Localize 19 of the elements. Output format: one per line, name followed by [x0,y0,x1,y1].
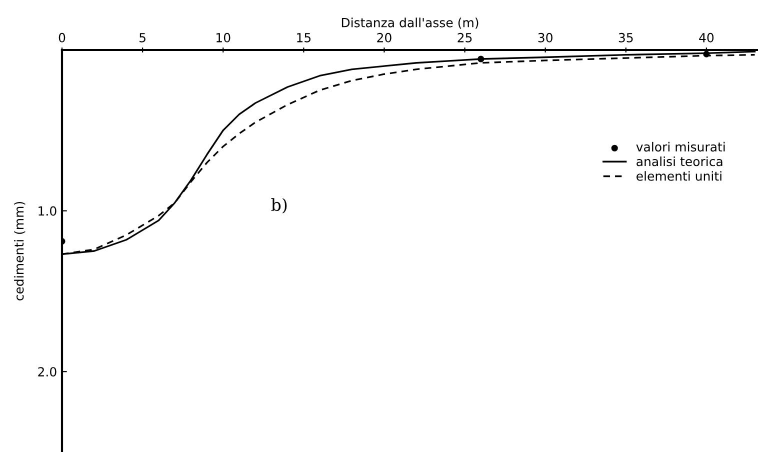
point [478,56,484,62]
x-tick-label: 40 [699,32,714,42]
annotation: b) [271,198,287,214]
x-tick-label: 5 [140,33,146,42]
x-tick-label: 20 [377,32,392,42]
y-tick-label: 2.0 [38,367,56,377]
x-tick-label: 35 [618,32,633,42]
x-tick-label: 25 [458,32,472,42]
x-tick-label: 0 [58,32,66,42]
legend-label: analisi teorica [636,156,722,166]
x-axis-title: Distanza dall'asse (m) [342,18,478,29]
y-axis-title: cedimenti (mm) [14,202,26,300]
legend-label: elementi uniti [636,171,722,181]
x-tick-label: 10 [216,32,230,42]
y-tick-label: 1.0 [38,206,56,216]
point [703,50,710,58]
x-tick-label: 30 [538,32,552,42]
x-tick-label: 15 [297,33,311,42]
legend-label: valori misurati [636,142,725,152]
